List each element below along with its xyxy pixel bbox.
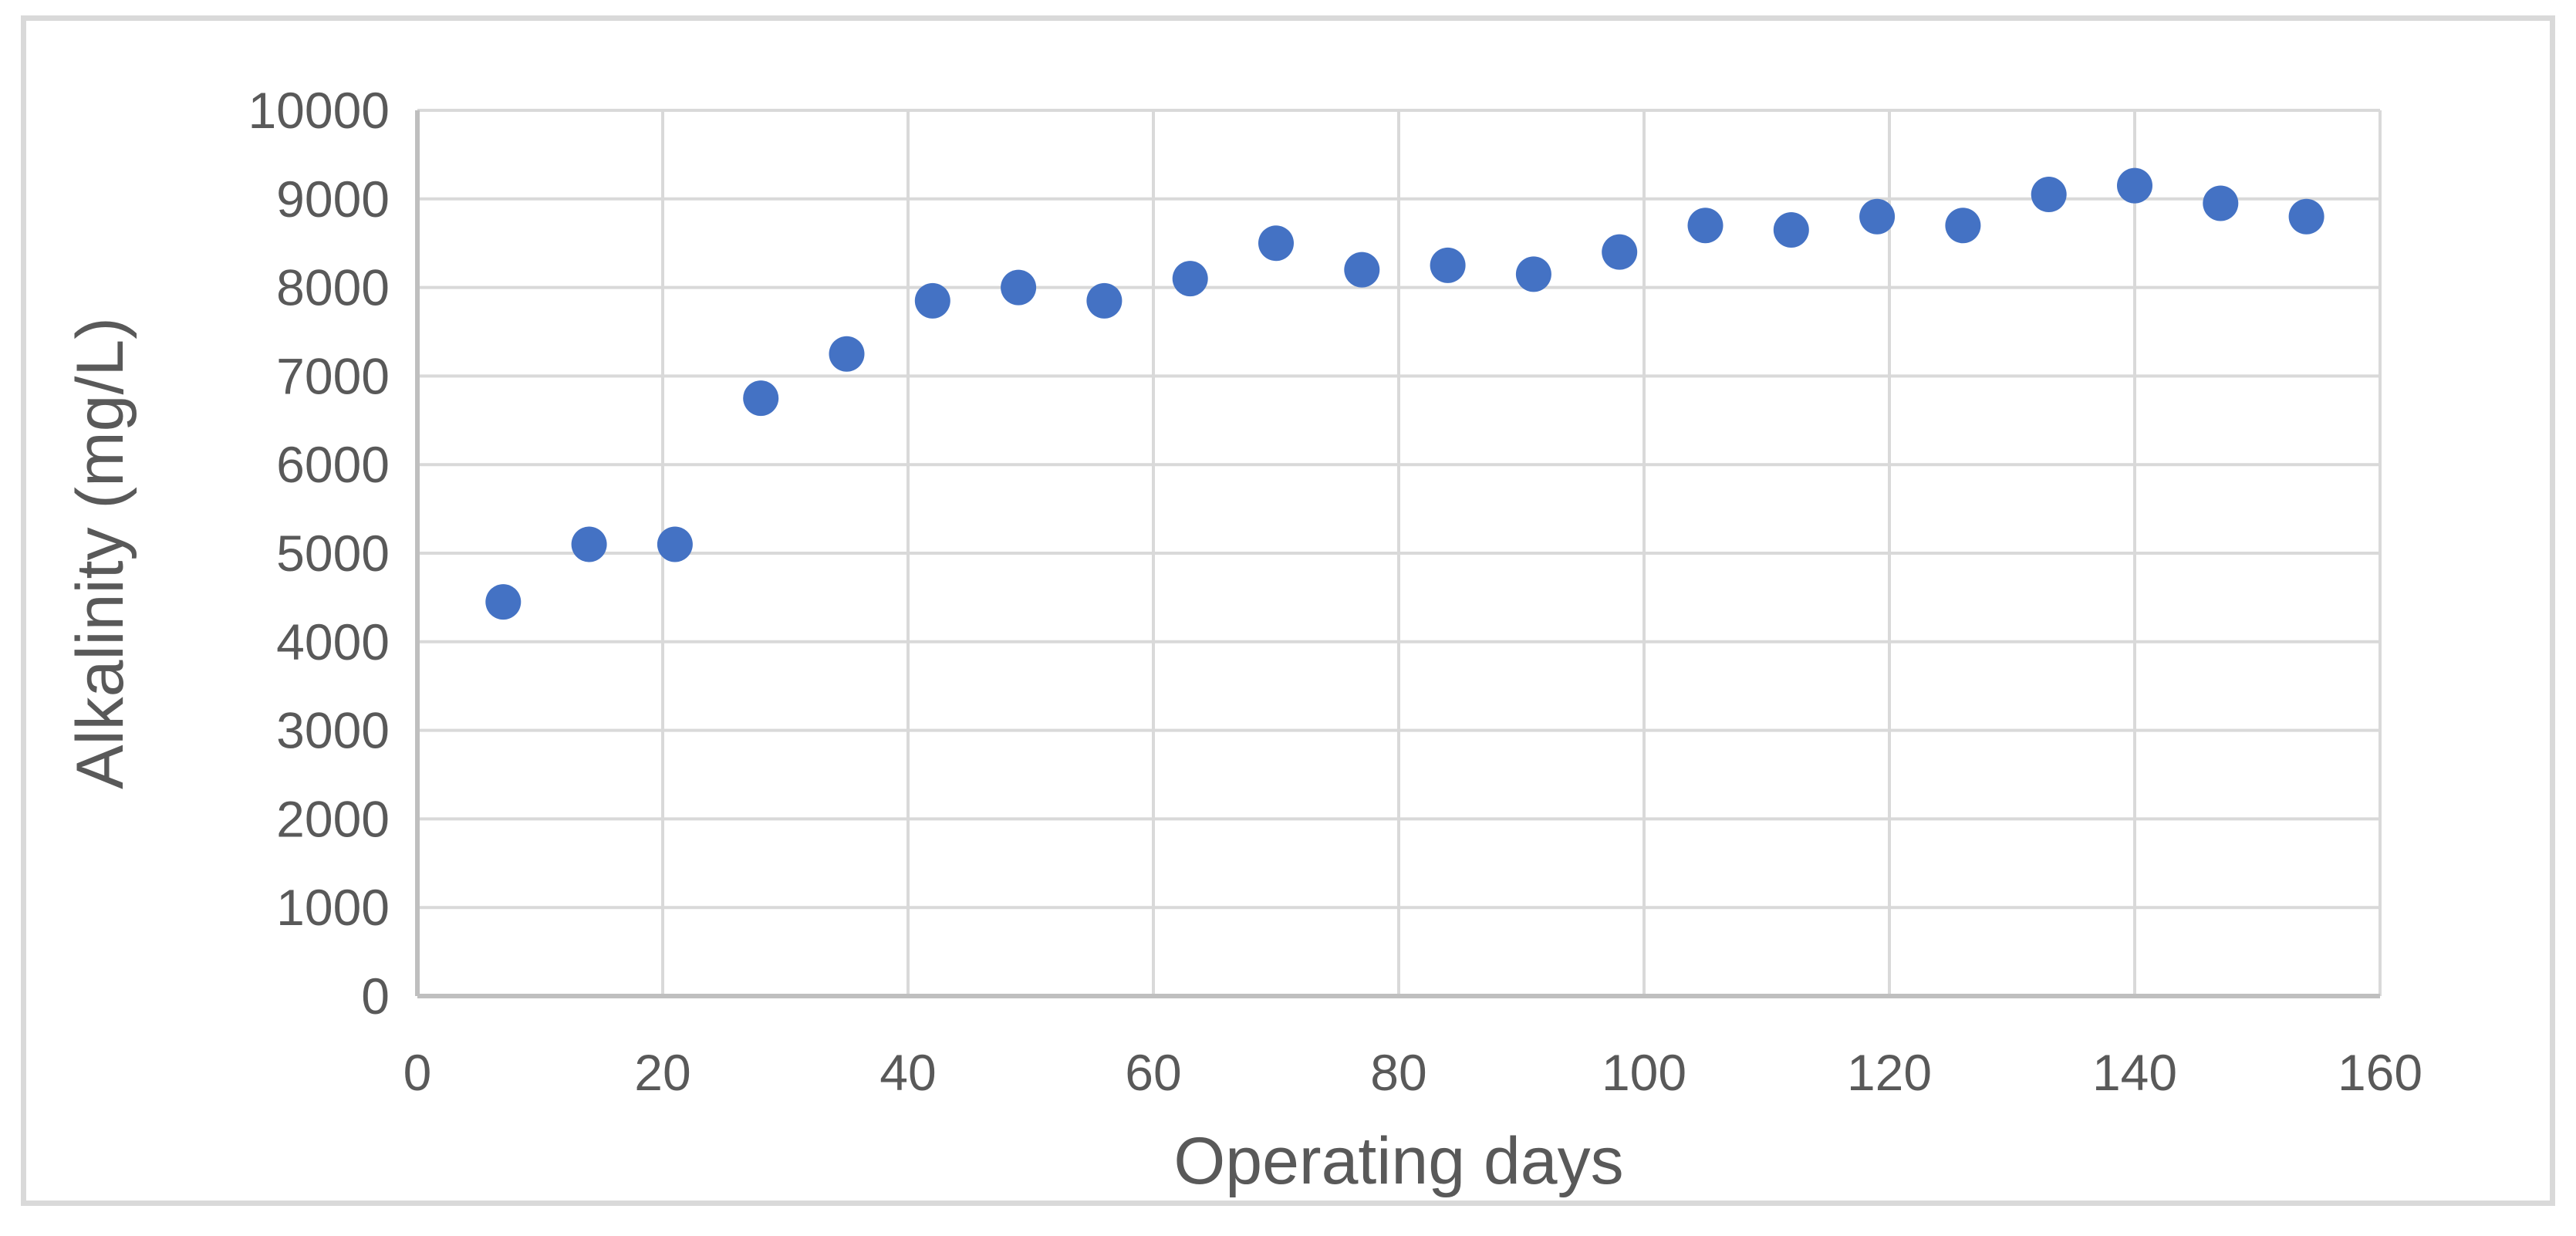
data-point <box>1258 225 1294 262</box>
data-point <box>914 282 950 319</box>
x-tick-label: 40 <box>879 1044 936 1101</box>
x-tick-label: 80 <box>1370 1044 1426 1101</box>
data-point <box>743 380 779 417</box>
x-tick-label: 100 <box>1602 1044 1686 1101</box>
x-tick-label: 0 <box>403 1044 432 1101</box>
data-point <box>1945 208 1981 244</box>
y-tick-label: 6000 <box>276 436 390 493</box>
data-point <box>829 336 865 372</box>
data-point <box>1515 256 1551 292</box>
data-point <box>1430 247 1466 283</box>
data-point <box>2203 185 2239 221</box>
chart-frame-border <box>21 15 2555 1206</box>
y-tick-label: 3000 <box>276 702 390 759</box>
y-tick-label: 8000 <box>276 259 390 316</box>
data-point <box>2288 198 2324 235</box>
data-point <box>657 526 693 562</box>
data-point <box>1859 198 1896 235</box>
data-point <box>1001 269 1037 306</box>
y-tick-label: 0 <box>361 968 390 1025</box>
data-point <box>485 584 522 620</box>
y-tick-label: 10000 <box>248 82 390 139</box>
data-point <box>1172 261 1208 297</box>
x-tick-label: 160 <box>2338 1044 2422 1101</box>
x-tick-label: 20 <box>634 1044 690 1101</box>
y-axis-title: Alkalinity (mg/L) <box>63 317 137 789</box>
data-point <box>1773 211 1809 248</box>
x-tick-label: 140 <box>2092 1044 2177 1101</box>
x-tick-label: 60 <box>1125 1044 1181 1101</box>
y-tick-label: 4000 <box>276 613 390 670</box>
x-tick-label: 120 <box>1847 1044 1932 1101</box>
data-point <box>1687 208 1724 244</box>
data-point <box>1602 234 1638 270</box>
data-point <box>571 526 607 562</box>
x-axis-title: Operating days <box>1173 1124 1624 1198</box>
data-point <box>2031 177 2067 213</box>
y-tick-label: 5000 <box>276 525 390 582</box>
data-point <box>2117 167 2152 204</box>
y-tick-label: 9000 <box>276 171 390 228</box>
y-tick-label: 7000 <box>276 347 390 404</box>
data-point <box>1086 282 1123 319</box>
data-point <box>1344 252 1380 288</box>
y-tick-label: 1000 <box>276 879 390 936</box>
y-tick-label: 2000 <box>276 790 390 847</box>
